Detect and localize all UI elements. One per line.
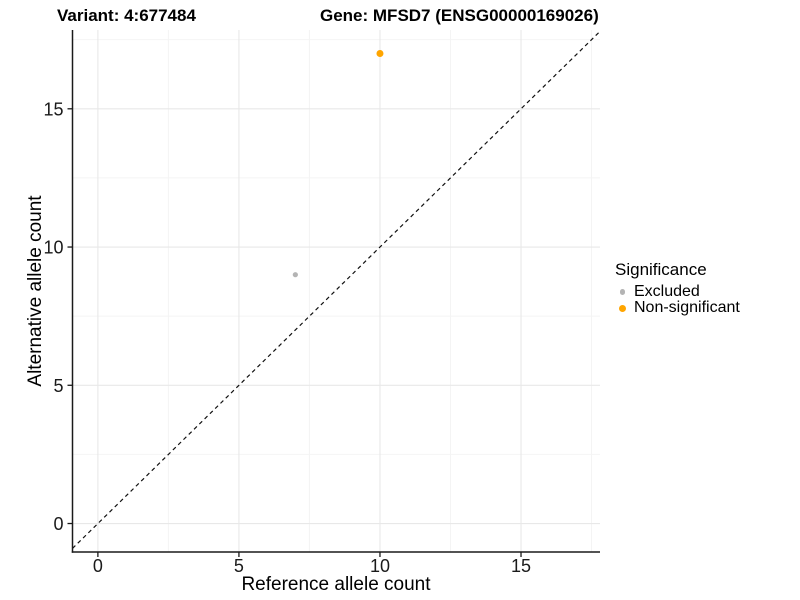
legend: Significance Excluded Non-significant bbox=[615, 260, 740, 316]
x-tick-label: 5 bbox=[234, 556, 244, 576]
x-axis-title: Reference allele count bbox=[241, 574, 431, 595]
legend-item-excluded: Excluded bbox=[615, 283, 740, 300]
legend-label-non-significant: Non-significant bbox=[634, 299, 740, 316]
y-tick-label: 10 bbox=[43, 238, 63, 258]
x-tick-label: 15 bbox=[511, 556, 531, 576]
legend-dot-non-significant-box bbox=[615, 304, 630, 312]
excluded-point-icon bbox=[619, 289, 626, 295]
legend-title: Significance bbox=[615, 260, 707, 279]
x-tick-label: 10 bbox=[370, 556, 390, 576]
identity-dashed-line bbox=[72, 30, 601, 549]
legend-dot-excluded-box bbox=[615, 289, 630, 295]
y-tick-label: 0 bbox=[53, 514, 63, 534]
plot-title-gene: Gene: MFSD7 (ENSG00000169026) bbox=[320, 6, 599, 25]
x-tick-label: 0 bbox=[93, 556, 103, 576]
non-significant-point-icon bbox=[619, 304, 626, 312]
legend-item-non-significant: Non-significant bbox=[615, 299, 740, 316]
data-point-excluded bbox=[292, 272, 298, 278]
plot-title-variant: Variant: 4:677484 bbox=[57, 6, 196, 25]
y-tick-label: 5 bbox=[53, 376, 63, 396]
legend-label-excluded: Excluded bbox=[634, 283, 700, 300]
y-tick-label: 15 bbox=[43, 99, 63, 119]
data-point-non-significant bbox=[376, 50, 384, 58]
